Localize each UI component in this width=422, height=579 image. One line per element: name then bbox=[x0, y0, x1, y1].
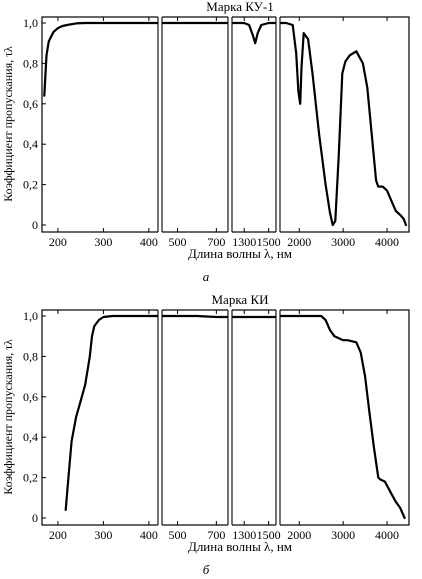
chart-b-y-tick-label: 0,8 bbox=[23, 349, 38, 363]
chart-b-x-tick-label: 3000 bbox=[331, 528, 355, 542]
chart-b-series-line-segment-1 bbox=[64, 314, 160, 511]
chart-b-axis-break-gap bbox=[276, 309, 280, 526]
chart-b-x-tick-label: 500 bbox=[169, 528, 187, 542]
chart-a-x-tick-label: 300 bbox=[94, 235, 112, 249]
chart-a: Марка КУ-1 Коэффициент пропускания, τλ Д… bbox=[1, 0, 410, 284]
chart-a-y-tick-label: 0,6 bbox=[23, 97, 38, 111]
chart-a-series-line-segment-3 bbox=[230, 21, 278, 45]
chart-b-x-tick-label: 200 bbox=[49, 528, 67, 542]
chart-a-x-tick-label: 4000 bbox=[375, 235, 399, 249]
chart-b-plot: 0 0,2 0,4 0,6 0,8 1,0 200 300 400 500 700 1300 1500 2… bbox=[23, 309, 410, 542]
chart-b-x-tick-label: 700 bbox=[207, 528, 225, 542]
chart-b-axis-break-gap bbox=[158, 309, 162, 526]
chart-b-axis-break-gap bbox=[228, 309, 232, 526]
chart-a-y-axis-label: Коэффициент пропускания, τλ bbox=[1, 46, 15, 202]
chart-a-frame bbox=[41, 16, 410, 233]
chart-a-series-line-segment-4 bbox=[278, 21, 407, 227]
chart-b-y-tick-label: 0,2 bbox=[23, 471, 38, 485]
chart-a-x-tick-label: 2000 bbox=[287, 235, 311, 249]
chart-a-x-tick-label: 1500 bbox=[257, 235, 281, 249]
chart-a-y-tick-label: 0,8 bbox=[23, 56, 38, 70]
chart-a-x-tick-label: 700 bbox=[207, 235, 225, 249]
chart-b-y-tick-label: 1,0 bbox=[23, 309, 38, 323]
chart-b-x-tick-label: 1300 bbox=[232, 528, 256, 542]
chart-b-x-axis-label: Длина волны λ, нм bbox=[188, 539, 292, 554]
chart-a-axis-break-gap bbox=[228, 16, 232, 233]
chart-a-y-tick-label: 0,4 bbox=[23, 137, 38, 151]
chart-b-x-tick-label: 2000 bbox=[287, 528, 311, 542]
chart-a-x-tick-label: 500 bbox=[169, 235, 187, 249]
chart-a-y-tick-label: 0 bbox=[32, 218, 38, 232]
chart-b-frame bbox=[41, 309, 410, 526]
chart-b-x-tick-label: 400 bbox=[140, 528, 158, 542]
chart-a-x-tick-label: 1300 bbox=[232, 235, 256, 249]
chart-b-series-line-segment-4 bbox=[278, 314, 406, 520]
chart-a-series-line-segment-1 bbox=[43, 21, 160, 97]
chart-b-caption: б bbox=[203, 562, 210, 577]
chart-a-caption: а bbox=[203, 269, 210, 284]
chart-a-y-tick-label: 1,0 bbox=[23, 16, 38, 30]
chart-a-title: Марка КУ-1 bbox=[206, 0, 273, 14]
chart-a-x-tick-label: 200 bbox=[49, 235, 67, 249]
chart-a-axis-break-gap bbox=[276, 16, 280, 233]
chart-b-x-tick-label: 300 bbox=[94, 528, 112, 542]
chart-b-series-line-segment-2 bbox=[160, 314, 230, 319]
chart-b-y-tick-label: 0 bbox=[32, 511, 38, 525]
chart-b-y-axis-label: Коэффициент пропускания, τλ bbox=[1, 339, 15, 495]
chart-a-y-tick-label: 0,2 bbox=[23, 178, 38, 192]
chart-a-x-tick-label: 3000 bbox=[331, 235, 355, 249]
chart-b-title: Марка КИ bbox=[211, 292, 268, 307]
chart-b-x-tick-label: 4000 bbox=[375, 528, 399, 542]
chart-b-x-tick-label: 1500 bbox=[257, 528, 281, 542]
chart-a-axis-break-gap bbox=[158, 16, 162, 233]
chart-b-y-tick-label: 0,6 bbox=[23, 390, 38, 404]
chart-a-x-tick-label: 400 bbox=[140, 235, 158, 249]
chart-b: Марка КИ Коэффициент пропускания, τλ Дли… bbox=[1, 292, 410, 577]
chart-a-x-axis-label: Длина волны λ, нм bbox=[188, 246, 292, 261]
chart-a-plot: 0 0,2 0,4 0,6 0,8 1,0 200 300 400 500 700 1300 1500 2… bbox=[23, 16, 410, 249]
chart-b-y-tick-label: 0,4 bbox=[23, 430, 38, 444]
